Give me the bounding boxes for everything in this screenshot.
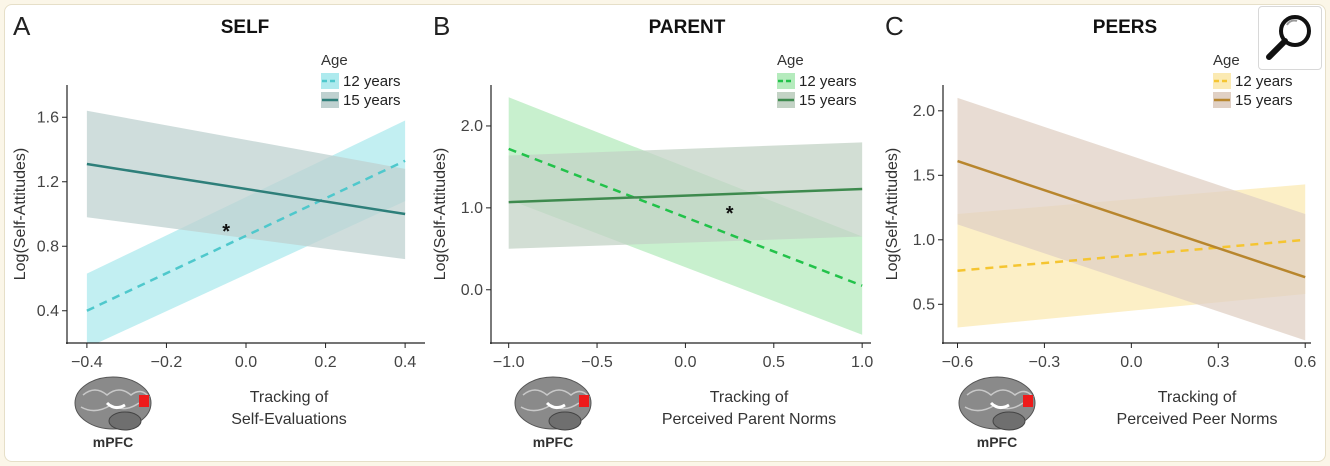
panel-letter: C xyxy=(885,11,904,41)
x-tick-label: 0.6 xyxy=(1294,354,1316,371)
y-tick-label: 0.5 xyxy=(913,296,935,313)
x-tick-label: −0.3 xyxy=(1029,354,1061,371)
confidence-bands xyxy=(86,110,406,343)
confidence-band-15-years xyxy=(86,110,406,260)
panel-b: B PARENT −1.0 −0.5 0.0 0.5 1.0 0.0 1.0 2.0 Log(Sel… xyxy=(432,11,873,450)
y-tick-label: 2.0 xyxy=(913,103,935,120)
mpfc-region-marker xyxy=(1023,395,1033,407)
mpfc-region-marker xyxy=(139,395,149,407)
region-label: mPFC xyxy=(533,434,573,450)
x-tick-label: 0.4 xyxy=(394,354,416,371)
region-label: mPFC xyxy=(93,434,133,450)
y-axis-label: Log(Self-Attitudes) xyxy=(432,148,449,281)
y-tick-label: 0.4 xyxy=(37,303,59,320)
legend: Age 12 years 15 years xyxy=(777,52,857,109)
brain-mpfc-icon: mPFC xyxy=(514,376,592,450)
magnifier-icon xyxy=(1266,15,1311,60)
significance-marker: * xyxy=(726,203,734,225)
region-label: mPFC xyxy=(977,434,1017,450)
series-line-12-years xyxy=(508,147,863,287)
brain-mpfc-icon: mPFC xyxy=(74,376,152,450)
legend-title: Age xyxy=(1213,52,1240,69)
x-axis-label: Tracking of xyxy=(710,389,789,406)
y-tick-label: 1.2 xyxy=(37,174,59,191)
y-tick-label: 1.5 xyxy=(913,167,935,184)
figure: A SELF −0.4 −0.2 0.0 0.2 0.4 0.4 0.8 1.2 1.6 Log(Se… xyxy=(4,4,1326,462)
y-tick-label: 1.6 xyxy=(37,109,59,126)
y-tick-label: 0.8 xyxy=(37,238,59,255)
series-line-15-years xyxy=(508,187,863,204)
x-tick-label: 0.0 xyxy=(1120,354,1142,371)
panel-c: C PEERS −0.6 −0.3 0.0 0.3 0.6 0.5 1.0 1.5 2.0 Log(S… xyxy=(884,11,1316,450)
legend: Age 12 years 15 years xyxy=(321,52,401,109)
x-axis-label: Tracking of xyxy=(250,389,329,406)
legend-title: Age xyxy=(777,52,804,69)
x-axis-label: Perceived Parent Norms xyxy=(662,411,836,428)
x-tick-label: 0.3 xyxy=(1207,354,1229,371)
panel-a: A SELF −0.4 −0.2 0.0 0.2 0.4 0.4 0.8 1.2 1.6 Log(Se… xyxy=(12,11,425,450)
legend-label: 12 years xyxy=(799,73,857,90)
magnifier-button[interactable] xyxy=(1258,6,1322,70)
brain-mpfc-icon: mPFC xyxy=(958,376,1036,450)
y-axis-label: Log(Self-Attitudes) xyxy=(12,148,29,281)
panel-letter: A xyxy=(13,11,31,41)
mpfc-region-marker xyxy=(579,395,589,407)
x-tick-label: 1.0 xyxy=(851,354,873,371)
figure-svg: A SELF −0.4 −0.2 0.0 0.2 0.4 0.4 0.8 1.2 1.6 Log(Se… xyxy=(12,11,1316,450)
x-tick-label: 0.2 xyxy=(314,354,336,371)
chart-title: PEERS xyxy=(1093,17,1157,38)
significance-marker: * xyxy=(222,221,230,243)
x-axis-label: Tracking of xyxy=(1158,389,1237,406)
x-tick-label: −0.5 xyxy=(581,354,613,371)
legend: Age 12 years 15 years xyxy=(1213,52,1293,109)
legend-label: 15 years xyxy=(799,92,857,109)
x-tick-label: −1.0 xyxy=(493,354,525,371)
legend-title: Age xyxy=(321,52,348,69)
y-tick-label: 2.0 xyxy=(461,118,483,135)
legend-label: 12 years xyxy=(1235,73,1293,90)
x-tick-label: 0.0 xyxy=(674,354,696,371)
confidence-bands xyxy=(508,97,863,335)
chart-title: SELF xyxy=(221,17,270,38)
chart-title: PARENT xyxy=(649,17,726,38)
legend-label: 15 years xyxy=(1235,92,1293,109)
x-tick-label: 0.5 xyxy=(763,354,785,371)
x-tick-label: −0.4 xyxy=(71,354,103,371)
x-tick-label: −0.2 xyxy=(151,354,183,371)
y-tick-label: 1.0 xyxy=(913,232,935,249)
series-line-12-years xyxy=(86,159,406,312)
series-line-12-years xyxy=(957,238,1306,273)
panel-letter: B xyxy=(433,11,450,41)
legend-label: 12 years xyxy=(343,73,401,90)
x-axis-label: Self-Evaluations xyxy=(231,411,347,428)
legend-label: 15 years xyxy=(343,92,401,109)
x-tick-label: 0.0 xyxy=(235,354,257,371)
y-axis-label: Log(Self-Attitudes) xyxy=(884,148,901,281)
series-line-15-years xyxy=(86,162,406,216)
confidence-bands xyxy=(957,97,1306,341)
series-line-15-years xyxy=(957,159,1306,279)
y-tick-label: 1.0 xyxy=(461,200,483,217)
y-tick-label: 0.0 xyxy=(461,282,483,299)
x-tick-label: −0.6 xyxy=(942,354,974,371)
x-axis-label: Perceived Peer Norms xyxy=(1117,411,1278,428)
